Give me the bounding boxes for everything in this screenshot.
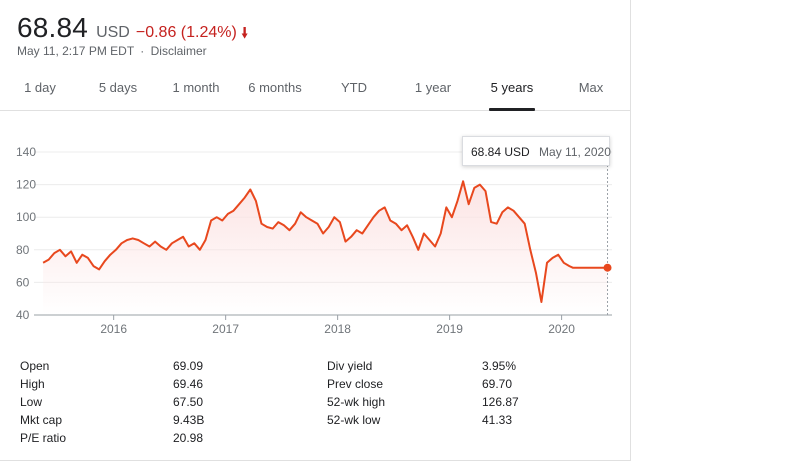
current-price: 68.84 [17,12,89,43]
disclaimer-link[interactable]: Disclaimer [150,44,207,58]
tab-max[interactable]: Max [578,80,604,95]
range-tabs: 1 day 5 days 1 month 6 months YTD 1 year… [0,70,630,111]
x-tick-label: 2018 [324,322,351,336]
stat-row-prev-close: Prev close 69.70 [327,375,547,393]
stat-value: 69.46 [173,377,204,391]
tab-5-years[interactable]: 5 years [490,80,534,95]
stat-label: High [20,377,45,391]
y-tick-label: 100 [16,210,36,224]
stat-row-mkt-cap: Mkt cap 9.43B [20,411,230,429]
stat-row-open: Open 69.09 [20,357,230,375]
meta-separator: · [140,44,145,58]
tab-1-day[interactable]: 1 day [24,80,56,95]
stat-row-div-yield: Div yield 3.95% [327,357,547,375]
stat-row-high: High 69.46 [20,375,230,393]
arrow-down-icon: 🠛 [240,25,249,42]
y-tick-label: 140 [16,145,36,159]
tooltip-price: 68.84 USD [471,145,530,159]
stat-label: 52-wk high [327,395,386,409]
stat-row-52wk-low: 52-wk low 41.33 [327,411,547,429]
stat-label: Open [20,359,50,373]
quote-meta: May 11, 2:17 PM EDT · Disclaimer [17,44,207,58]
tab-1-month[interactable]: 1 month [172,80,220,95]
stock-card: 68.84 USD −0.86 (1.24%) 🠛 May 11, 2:17 P… [0,0,631,461]
tab-ytd[interactable]: YTD [341,80,367,95]
price-change: −0.86 (1.24%) [135,24,237,41]
active-tab-indicator [489,108,535,111]
y-tick-label: 120 [16,178,36,192]
y-tick-label: 80 [16,243,30,257]
stats-table-left: Open 69.09 High 69.46 Low 67.50 Mkt cap … [20,357,230,447]
stat-value: 67.50 [173,395,204,409]
tab-5-days[interactable]: 5 days [98,80,138,95]
price-line [42,180,608,303]
stat-row-low: Low 67.50 [20,393,230,411]
stat-value: 3.95% [482,359,517,373]
tooltip-date: May 11, 2020 [539,145,611,159]
tab-1-year[interactable]: 1 year [414,80,452,95]
stat-label: Prev close [327,377,384,391]
stats-table-right: Div yield 3.95% Prev close 69.70 52-wk h… [327,357,547,429]
y-tick-label: 60 [16,275,30,289]
stat-value: 126.87 [482,395,519,409]
y-tick-label: 40 [16,308,30,322]
stat-label: P/E ratio [20,431,67,445]
chart-tooltip: 68.84 USD May 11, 2020 [462,136,611,166]
quote-timestamp: May 11, 2:17 PM EDT [17,44,134,58]
x-tick-label: 2019 [436,322,463,336]
tab-6-months[interactable]: 6 months [248,80,302,95]
current-point-marker [603,263,612,272]
price-area [43,181,608,315]
stat-label: Div yield [327,359,373,373]
stat-value: 9.43B [173,413,205,427]
x-tick-label: 2017 [212,322,239,336]
stat-label: 52-wk low [327,413,381,427]
x-tick-label: 2020 [548,322,575,336]
stat-label: Low [20,395,43,409]
stat-value: 41.33 [482,413,513,427]
currency-label: USD [96,24,130,41]
price-chart[interactable]: 40 60 80 100 120 140 2016 2017 2018 2019 2020 [0,125,630,340]
stat-label: Mkt cap [20,413,63,427]
stat-value: 69.70 [482,377,513,391]
stat-row-pe-ratio: P/E ratio 20.98 [20,429,230,447]
stat-row-52wk-high: 52-wk high 126.87 [327,393,547,411]
stat-value: 20.98 [173,431,204,445]
price-header: 68.84 USD −0.86 (1.24%) 🠛 [17,12,248,47]
stat-value: 69.09 [173,359,204,373]
x-tick-label: 2016 [100,322,127,336]
